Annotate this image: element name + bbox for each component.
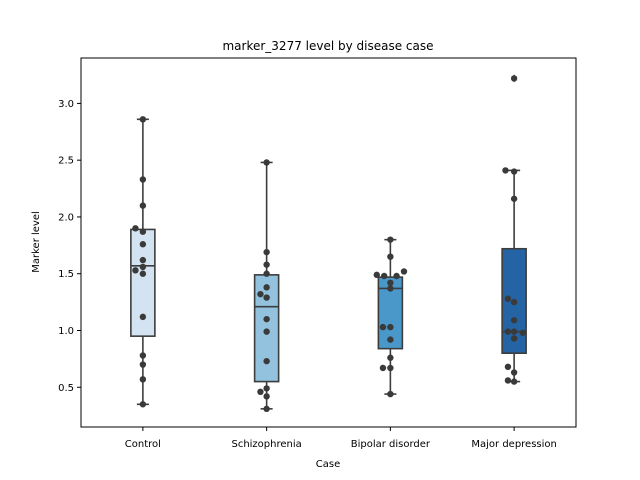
data-point (510, 298, 518, 306)
data-point (504, 328, 512, 335)
data-point (510, 335, 518, 342)
data-point (387, 279, 394, 287)
data-point (263, 270, 270, 277)
data-point (139, 256, 147, 264)
data-point (379, 323, 387, 331)
y-tick-label: 0.5 (58, 383, 74, 394)
data-point (139, 270, 147, 277)
data-point (510, 75, 518, 82)
data-point (263, 393, 270, 400)
y-tick-label: 3.0 (58, 99, 74, 110)
data-point (510, 195, 518, 202)
data-point (139, 352, 147, 359)
data-point (519, 329, 526, 336)
data-point (504, 377, 512, 384)
swarm-points-3 (373, 236, 408, 398)
data-point (132, 225, 139, 232)
iqr-box (253, 274, 280, 383)
swarm-points-1 (132, 116, 147, 408)
swarm-points-4 (502, 75, 526, 385)
data-point (387, 253, 394, 260)
swarm-points-2 (257, 159, 270, 413)
y-axis: 0.5 1.0 1.5 2.0 2.5 3.0 (58, 99, 81, 394)
data-point (387, 354, 394, 361)
data-point (387, 236, 394, 243)
data-point (139, 241, 147, 248)
data-point (263, 385, 270, 392)
y-tick-label: 2.5 (58, 156, 74, 167)
data-point (400, 268, 408, 275)
data-point (257, 290, 264, 298)
data-point (510, 168, 518, 175)
data-point (263, 284, 270, 291)
chart-title: marker_3277 level by disease case (222, 39, 433, 53)
x-tick-label: Schizophrenia (231, 439, 301, 450)
data-point (263, 405, 270, 413)
data-point (504, 363, 512, 371)
data-point (263, 357, 270, 365)
x-tick-label: Bipolar disorder (351, 439, 431, 450)
y-tick-label: 2.0 (58, 212, 74, 223)
data-point (139, 116, 147, 123)
x-axis: Control Schizophrenia Bipolar disorder Majo… (125, 427, 557, 450)
data-point (387, 336, 394, 343)
data-point (379, 364, 387, 372)
x-axis-label: Case (316, 459, 340, 470)
data-point (510, 317, 518, 324)
data-point (139, 176, 147, 183)
data-point (387, 364, 394, 372)
data-point (139, 313, 147, 321)
data-point (139, 376, 147, 383)
data-point (387, 390, 394, 398)
data-point (504, 295, 512, 302)
data-point (510, 378, 518, 385)
y-tick-label: 1.0 (58, 326, 74, 337)
y-tick-label: 1.5 (58, 269, 74, 280)
data-point (263, 328, 270, 335)
data-point (139, 401, 147, 408)
data-point (263, 315, 270, 323)
data-point (387, 323, 394, 331)
data-point (510, 369, 518, 376)
data-point (263, 159, 270, 166)
data-point (387, 285, 394, 292)
data-point (502, 167, 509, 174)
data-point (263, 261, 270, 268)
data-point (132, 267, 139, 274)
data-point (139, 202, 147, 209)
data-point (139, 361, 147, 368)
plot-area (130, 74, 527, 413)
y-axis-label: Marker level (31, 211, 42, 273)
data-point (263, 248, 270, 256)
data-point (393, 272, 400, 280)
data-point (257, 388, 264, 396)
data-point (139, 263, 147, 271)
x-tick-label: Control (125, 439, 161, 450)
plot-frame (80, 57, 577, 428)
data-point (263, 294, 270, 301)
data-point (380, 272, 388, 280)
data-point (510, 328, 518, 335)
data-point (139, 228, 147, 235)
data-point (373, 271, 380, 279)
x-tick-label: Major depression (471, 439, 557, 450)
